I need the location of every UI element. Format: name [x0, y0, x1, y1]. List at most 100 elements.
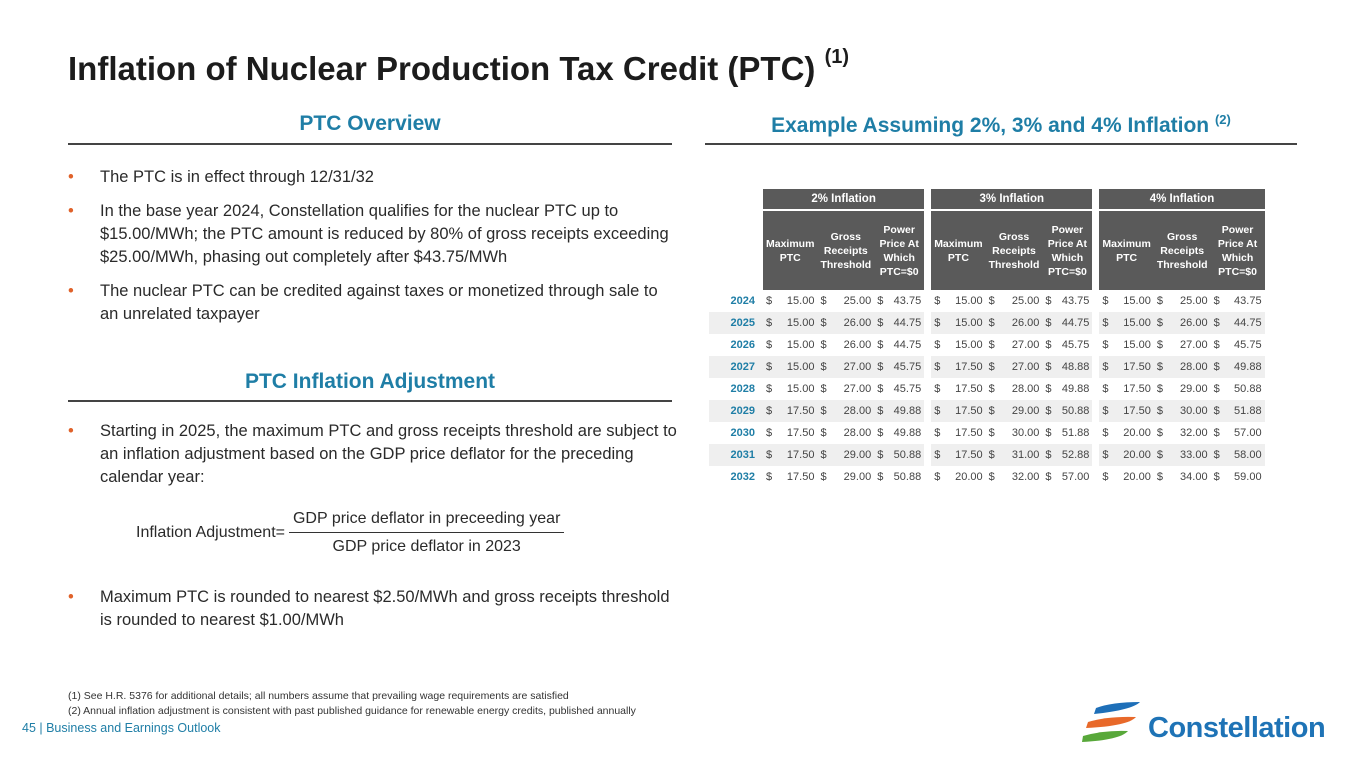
table-row: 2024 $15.00 $25.00 $43.75 $15.00 $25.00 $43.75…: [709, 290, 1265, 312]
gap: [1092, 189, 1100, 211]
value-cell: $15.00: [931, 334, 985, 356]
bullet: Starting in 2025, the maximum PTC and gr…: [68, 420, 678, 489]
gap: [1092, 444, 1100, 466]
formula-fraction: GDP price deflator in preceeding year GDP…: [288, 510, 565, 556]
value-cell: $31.00: [985, 444, 1043, 466]
value: 28.00: [843, 405, 872, 417]
table-row: 2029 $17.50 $28.00 $49.88 $17.50 $29.00 $50.88…: [709, 400, 1265, 422]
page-title: Inflation of Nuclear Production Tax Cred…: [68, 46, 849, 88]
column-header: Power Price At Which PTC=$0: [1042, 211, 1093, 290]
currency-symbol: $: [766, 295, 773, 307]
value: 25.00: [843, 295, 872, 307]
value-cell: $17.50: [931, 444, 986, 466]
currency-symbol: $: [1045, 317, 1052, 329]
value: 49.88: [893, 427, 922, 439]
value-cell: $44.75: [874, 334, 924, 356]
value-cell: $28.00: [986, 378, 1043, 400]
value: 17.50: [955, 427, 983, 439]
currency-symbol: $: [1156, 427, 1163, 439]
currency-symbol: $: [766, 427, 773, 439]
value-cell: $20.00: [1099, 444, 1154, 466]
gap: [1092, 400, 1100, 422]
year-cell: 2026: [730, 339, 755, 351]
value-cell: $29.00: [817, 444, 875, 466]
currency-symbol: $: [1213, 361, 1220, 373]
value: 25.00: [1180, 295, 1208, 307]
currency-symbol: $: [1102, 405, 1109, 417]
currency-symbol: $: [1156, 383, 1163, 395]
gap: [1092, 290, 1100, 312]
value-cell: $25.00: [1154, 290, 1211, 312]
value: 17.50: [955, 383, 983, 395]
currency-symbol: $: [1156, 405, 1163, 417]
value: 57.00: [1061, 471, 1090, 483]
title-footnote-ref: (1): [824, 46, 850, 68]
table-row: 2028 $15.00 $27.00 $45.75 $17.50 $28.00 $49.88…: [709, 378, 1265, 400]
value-cell: $15.00: [1099, 290, 1153, 312]
currency-symbol: $: [1045, 295, 1052, 307]
divider: [68, 400, 672, 402]
value: 15.00: [786, 317, 815, 329]
column-header-row: Maximum PTC Gross Receipts Threshold Power…: [709, 211, 1265, 290]
currency-symbol: $: [988, 471, 995, 483]
table-row: 2027 $15.00 $27.00 $45.75 $17.50 $27.00 $48.88…: [709, 356, 1265, 378]
value: 15.00: [786, 383, 815, 395]
value: 26.00: [843, 317, 872, 329]
currency-symbol: $: [766, 449, 773, 461]
value: 32.00: [1180, 427, 1208, 439]
value: 51.88: [1234, 405, 1262, 417]
table-row: 2025 $15.00 $26.00 $44.75 $15.00 $26.00 $44.75…: [709, 312, 1265, 334]
page-footer: 45 | Business and Earnings Outlook: [22, 721, 221, 735]
column-header: Maximum PTC: [763, 211, 818, 290]
value: 43.75: [893, 295, 922, 307]
value-cell: $50.88: [874, 444, 925, 466]
currency-symbol: $: [820, 317, 827, 329]
value: 52.88: [1061, 449, 1090, 461]
value-cell: $17.50: [931, 400, 986, 422]
currency-symbol: $: [1213, 295, 1220, 307]
currency-symbol: $: [766, 405, 773, 417]
value: 15.00: [1123, 339, 1151, 351]
value-cell: $27.00: [986, 334, 1043, 356]
value: 20.00: [1123, 471, 1151, 483]
value: 32.00: [1011, 471, 1040, 483]
value: 31.00: [1011, 449, 1040, 461]
currency-symbol: $: [820, 427, 827, 439]
currency-symbol: $: [820, 295, 827, 307]
value: 17.50: [1123, 383, 1151, 395]
value-cell: $15.00: [763, 312, 818, 334]
gap: [924, 290, 932, 312]
value-cell: $15.00: [763, 290, 817, 312]
value-cell: $52.88: [1042, 444, 1093, 466]
value-cell: $26.00: [817, 334, 874, 356]
currency-symbol: $: [988, 317, 995, 329]
value-cell: $17.50: [763, 466, 817, 488]
value: 15.00: [1123, 295, 1151, 307]
value-cell: $15.00: [931, 290, 985, 312]
value-cell: $49.88: [1042, 378, 1092, 400]
value-cell: $29.00: [817, 466, 874, 488]
year-cell: 2028: [730, 383, 755, 395]
gap: [924, 211, 932, 290]
currency-symbol: $: [1156, 449, 1163, 461]
column-header: Maximum PTC: [931, 211, 986, 290]
value-cell: $26.00: [817, 312, 875, 334]
value-cell: $30.00: [1153, 400, 1211, 422]
value-cell: $15.00: [763, 356, 818, 378]
adjustment-bullets: Starting in 2025, the maximum PTC and gr…: [68, 420, 678, 500]
column-header: Gross Receipts Threshold: [817, 211, 875, 290]
year-cell: 2027: [709, 356, 763, 378]
ptc-overview-heading: PTC Overview: [299, 112, 441, 135]
value: 43.75: [1234, 295, 1262, 307]
currency-symbol: $: [820, 449, 827, 461]
corner-cell: [709, 211, 763, 290]
gap: [924, 422, 932, 444]
value-cell: $17.50: [1099, 378, 1153, 400]
currency-symbol: $: [766, 339, 773, 351]
gap: [924, 312, 932, 334]
currency-symbol: $: [1213, 317, 1220, 329]
column-header: Maximum PTC: [1099, 211, 1154, 290]
gap: [1092, 378, 1100, 400]
value-cell: $17.50: [763, 422, 817, 444]
denominator: GDP price deflator in 2023: [332, 538, 521, 555]
